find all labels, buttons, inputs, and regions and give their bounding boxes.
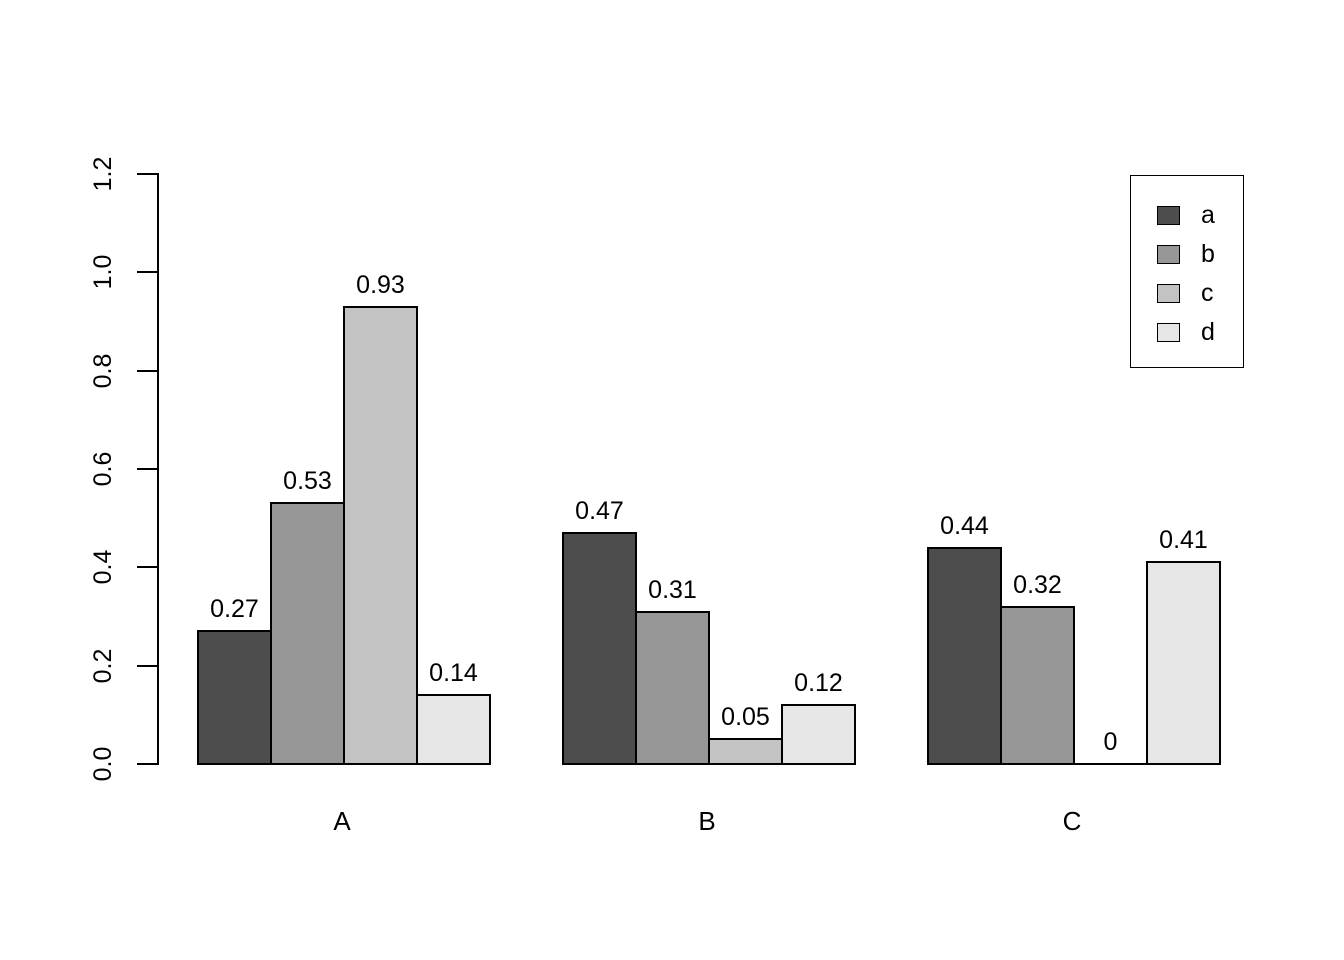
legend-label: a: [1201, 201, 1215, 229]
bar-B-b: [635, 611, 710, 765]
bar-A-a: [197, 630, 272, 765]
bar-A-c: [343, 306, 418, 765]
legend-label: d: [1201, 318, 1215, 346]
bar-value-label: 0.14: [429, 659, 478, 687]
legend-label: c: [1201, 279, 1214, 307]
y-axis-tick: [137, 566, 157, 568]
bar-B-c: [708, 738, 783, 765]
legend-swatch-d: [1157, 323, 1180, 342]
bar-value-label: 0.41: [1159, 526, 1208, 554]
legend-item-a: a: [1131, 196, 1243, 235]
x-category-label: C: [1062, 806, 1082, 836]
y-tick-label: 1.2: [88, 156, 117, 192]
legend-swatch-b: [1157, 245, 1180, 264]
bar-value-label: 0.44: [940, 512, 989, 540]
legend-item-d: d: [1131, 313, 1243, 352]
y-axis-tick: [137, 271, 157, 273]
x-category-label: B: [698, 806, 716, 836]
bar-value-label: 0: [1103, 728, 1118, 756]
legend-item-c: c: [1131, 274, 1243, 313]
legend-swatch-a: [1157, 206, 1180, 225]
bar-A-d: [416, 694, 491, 765]
y-axis-tick: [137, 370, 157, 372]
bar-value-label: 0.05: [721, 703, 770, 731]
bar-C-c: [1073, 763, 1148, 765]
bar-A-b: [270, 502, 345, 765]
y-axis-tick: [137, 763, 157, 765]
legend-swatch-c: [1157, 284, 1180, 303]
y-axis-tick: [137, 468, 157, 470]
y-axis-line: [157, 173, 159, 765]
bar-value-label: 0.93: [356, 271, 405, 299]
bar-value-label: 0.47: [575, 497, 624, 525]
bar-B-d: [781, 704, 856, 765]
bar-value-label: 0.32: [1013, 571, 1062, 599]
bar-C-b: [1000, 606, 1075, 765]
legend-item-b: b: [1131, 235, 1243, 274]
bar-value-label: 0.53: [283, 467, 332, 495]
legend-label: b: [1201, 240, 1215, 268]
bar-C-a: [927, 547, 1002, 765]
bar-value-label: 0.27: [210, 595, 259, 623]
bar-value-label: 0.12: [794, 669, 843, 697]
x-category-label: A: [333, 806, 351, 836]
bar-B-a: [562, 532, 637, 765]
bar-value-label: 0.31: [648, 576, 697, 604]
bar-C-d: [1146, 561, 1221, 765]
y-axis-tick: [137, 665, 157, 667]
y-axis-tick: [137, 173, 157, 175]
